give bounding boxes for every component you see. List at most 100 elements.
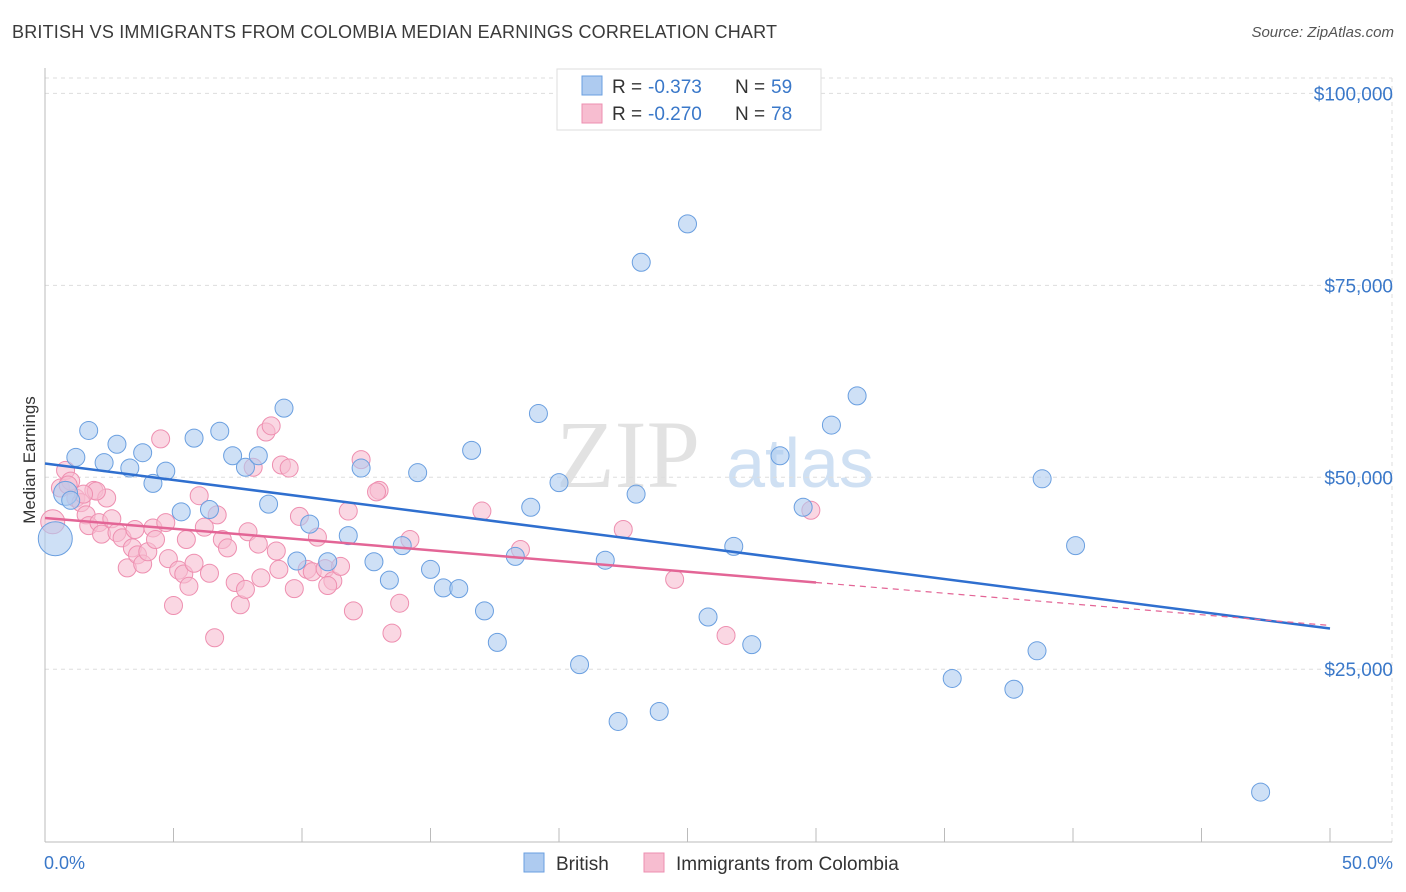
british-point bbox=[223, 446, 243, 466]
british-point bbox=[210, 421, 230, 441]
colombia-point bbox=[472, 501, 492, 521]
british-point bbox=[626, 484, 646, 504]
colombia-point bbox=[217, 538, 237, 558]
british-point bbox=[942, 668, 962, 688]
british-point bbox=[287, 551, 307, 571]
british-point bbox=[259, 494, 279, 514]
british-point bbox=[678, 214, 697, 234]
colombia-point bbox=[665, 569, 685, 589]
british-point bbox=[474, 601, 494, 621]
british-point bbox=[1032, 469, 1052, 489]
british-point bbox=[770, 446, 790, 466]
british-point bbox=[487, 632, 507, 652]
british-point bbox=[570, 655, 590, 675]
colombia-point bbox=[390, 593, 410, 613]
colombia-point bbox=[318, 576, 338, 596]
bottom-legend-colombia: Immigrants from Colombia bbox=[676, 854, 899, 875]
legend-colombia-r-value: -0.270 bbox=[648, 104, 702, 125]
legend-british-n-label: N = bbox=[735, 77, 765, 98]
colombia-point bbox=[179, 576, 199, 596]
british-point bbox=[821, 415, 841, 435]
x-tick-min: 0.0% bbox=[44, 853, 85, 873]
colombia-point bbox=[164, 596, 183, 616]
british-point bbox=[61, 490, 81, 510]
colombia-point bbox=[151, 429, 171, 449]
british-point bbox=[521, 497, 541, 517]
colombia-point bbox=[251, 568, 271, 588]
legend-box: R = -0.373 N = 59 R = -0.270 N = 78 bbox=[556, 68, 822, 131]
watermark-atlas: atlas bbox=[726, 424, 874, 502]
legend-colombia-n-label: N = bbox=[735, 104, 765, 125]
british-point bbox=[199, 500, 219, 520]
colombia-point bbox=[199, 563, 219, 583]
legend-british-r-value: -0.373 bbox=[648, 77, 702, 98]
british-point bbox=[1004, 679, 1024, 699]
bottom-legend-swatch-colombia bbox=[643, 852, 665, 873]
british-point bbox=[1066, 536, 1086, 556]
british-point bbox=[1027, 641, 1047, 661]
colombia-point bbox=[205, 628, 225, 648]
british-point bbox=[528, 404, 548, 424]
bottom-legend: British Immigrants from Colombia bbox=[523, 852, 899, 875]
british-point bbox=[392, 536, 412, 556]
y-tick-label: $25,000 bbox=[1324, 660, 1393, 681]
y-tick-labels: $25,000 $50,000 $75,000 $100,000 bbox=[1314, 84, 1393, 681]
y-tick-label: $100,000 bbox=[1314, 84, 1393, 105]
british-point bbox=[79, 420, 99, 440]
colombia-point bbox=[269, 559, 289, 579]
x-tick-max: 50.0% bbox=[1342, 853, 1393, 873]
colombia-point bbox=[189, 486, 209, 506]
british-point bbox=[235, 457, 255, 477]
british-point bbox=[318, 552, 338, 572]
british-point bbox=[338, 526, 358, 546]
british-point bbox=[742, 635, 762, 655]
series-colombia-points bbox=[40, 416, 821, 648]
legend-swatch-colombia bbox=[581, 103, 603, 124]
legend-british-n-value: 59 bbox=[771, 77, 792, 98]
british-trend-line bbox=[44, 462, 1331, 630]
colombia-point bbox=[176, 529, 196, 549]
source-label: Source: ZipAtlas.com bbox=[1251, 24, 1394, 41]
colombia-point bbox=[125, 519, 145, 539]
colombia-point bbox=[382, 623, 402, 643]
british-point bbox=[66, 447, 86, 467]
colombia-point bbox=[184, 553, 204, 573]
british-point bbox=[847, 386, 867, 406]
colombia-point bbox=[716, 625, 736, 645]
british-point bbox=[608, 711, 628, 731]
bottom-legend-british: British bbox=[556, 854, 609, 875]
colombia-point bbox=[343, 601, 363, 621]
colombia-point bbox=[248, 534, 268, 554]
colombia-trend-line bbox=[44, 516, 817, 584]
colombia-trend-extension bbox=[815, 581, 1331, 627]
british-point bbox=[133, 443, 153, 463]
british-point bbox=[351, 458, 371, 478]
colombia-point bbox=[146, 529, 166, 549]
legend-swatch-british bbox=[581, 75, 603, 96]
british-point bbox=[274, 398, 294, 418]
colombia-point bbox=[235, 579, 255, 599]
colombia-point bbox=[338, 501, 358, 521]
british-point bbox=[549, 473, 569, 493]
colombia-point bbox=[266, 541, 286, 561]
british-point bbox=[364, 552, 384, 572]
y-tick-label: $50,000 bbox=[1324, 468, 1393, 489]
colombia-point bbox=[279, 458, 299, 478]
british-point bbox=[631, 252, 651, 272]
series-british-points bbox=[37, 214, 1271, 802]
british-point bbox=[300, 514, 320, 534]
british-point bbox=[248, 446, 268, 466]
axes bbox=[44, 68, 1392, 843]
british-point bbox=[649, 701, 669, 721]
y-axis-label: Median Earnings bbox=[20, 396, 39, 524]
bottom-legend-swatch-british bbox=[523, 852, 545, 873]
british-point bbox=[37, 521, 73, 557]
british-point bbox=[793, 497, 813, 517]
british-point bbox=[379, 570, 399, 590]
british-point bbox=[1251, 782, 1271, 802]
legend-colombia-r-label: R = bbox=[612, 104, 642, 125]
colombia-point bbox=[367, 482, 387, 502]
y-tick-label: $75,000 bbox=[1324, 276, 1393, 297]
british-point bbox=[421, 559, 440, 579]
